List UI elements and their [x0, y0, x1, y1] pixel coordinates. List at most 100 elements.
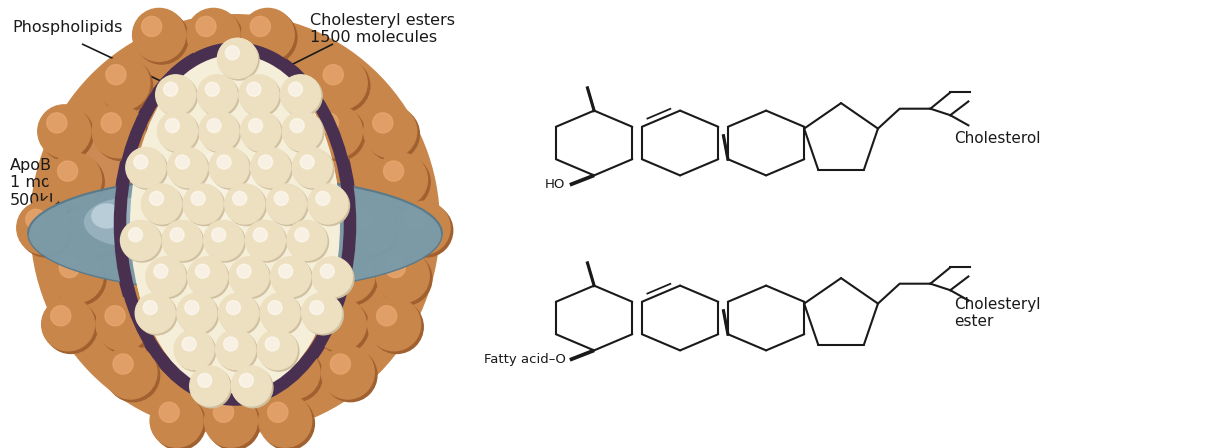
Ellipse shape [83, 90, 288, 258]
Circle shape [205, 394, 257, 447]
Circle shape [146, 257, 185, 297]
Circle shape [289, 82, 302, 96]
Circle shape [219, 40, 258, 80]
Circle shape [134, 155, 147, 169]
Circle shape [377, 250, 429, 302]
Circle shape [384, 161, 403, 181]
Circle shape [315, 56, 367, 110]
Circle shape [223, 337, 238, 351]
Circle shape [258, 331, 299, 371]
Circle shape [128, 228, 143, 242]
Circle shape [205, 82, 219, 96]
Circle shape [290, 119, 305, 133]
Circle shape [141, 184, 182, 224]
Circle shape [152, 397, 206, 448]
Circle shape [208, 147, 249, 188]
Text: Cholesterol: Cholesterol [954, 130, 1041, 146]
Circle shape [322, 250, 375, 302]
Circle shape [286, 220, 327, 260]
Circle shape [160, 402, 179, 422]
Circle shape [271, 257, 311, 297]
Circle shape [251, 147, 290, 188]
Circle shape [205, 222, 245, 262]
Circle shape [304, 295, 344, 335]
Circle shape [244, 11, 297, 64]
Circle shape [330, 258, 351, 278]
Ellipse shape [30, 14, 440, 434]
Circle shape [318, 113, 339, 133]
Circle shape [134, 155, 147, 169]
Circle shape [162, 220, 202, 260]
Circle shape [178, 295, 218, 335]
Circle shape [96, 56, 150, 110]
Circle shape [171, 228, 184, 242]
Circle shape [312, 257, 352, 297]
Circle shape [133, 9, 185, 61]
Ellipse shape [84, 198, 171, 246]
Circle shape [219, 295, 260, 335]
Circle shape [80, 209, 100, 229]
Circle shape [182, 337, 196, 351]
Circle shape [150, 394, 204, 447]
Circle shape [324, 349, 377, 402]
Circle shape [368, 298, 421, 351]
Circle shape [247, 82, 261, 96]
Circle shape [258, 394, 312, 447]
Circle shape [249, 119, 262, 133]
Circle shape [197, 373, 212, 388]
Circle shape [169, 149, 208, 189]
Circle shape [171, 228, 184, 242]
Circle shape [245, 220, 285, 260]
Circle shape [272, 258, 312, 298]
Circle shape [268, 301, 282, 314]
Circle shape [373, 113, 393, 133]
Circle shape [185, 301, 199, 314]
Circle shape [282, 77, 322, 116]
Circle shape [377, 306, 396, 326]
Circle shape [266, 184, 306, 224]
Circle shape [243, 113, 282, 153]
Circle shape [217, 39, 257, 78]
Circle shape [286, 220, 327, 260]
Circle shape [204, 220, 244, 260]
Circle shape [223, 337, 238, 351]
Circle shape [289, 82, 302, 96]
Text: Phospholipids: Phospholipids [12, 20, 122, 35]
Circle shape [289, 222, 328, 262]
Circle shape [96, 298, 149, 351]
Circle shape [208, 147, 249, 188]
Circle shape [343, 201, 396, 254]
Circle shape [227, 185, 266, 226]
Circle shape [406, 209, 427, 229]
Circle shape [178, 295, 218, 335]
Circle shape [106, 65, 126, 85]
Circle shape [157, 77, 197, 116]
Text: Fatty acid–O: Fatty acid–O [484, 353, 566, 366]
Circle shape [230, 258, 271, 298]
Circle shape [183, 184, 223, 224]
Circle shape [243, 113, 282, 153]
Circle shape [158, 113, 199, 153]
Circle shape [135, 293, 176, 333]
Circle shape [240, 111, 280, 151]
Circle shape [166, 119, 179, 133]
Circle shape [196, 17, 216, 36]
Circle shape [205, 222, 245, 262]
Circle shape [217, 331, 257, 371]
Circle shape [232, 366, 272, 406]
Circle shape [143, 185, 183, 226]
Circle shape [218, 293, 258, 333]
Circle shape [227, 185, 266, 226]
Circle shape [321, 264, 334, 278]
Circle shape [330, 354, 350, 374]
Circle shape [150, 191, 163, 205]
Circle shape [137, 295, 177, 335]
Circle shape [49, 153, 101, 206]
Circle shape [197, 75, 238, 115]
Circle shape [282, 77, 322, 116]
Circle shape [207, 397, 260, 448]
Ellipse shape [91, 203, 122, 228]
Circle shape [163, 222, 204, 262]
Ellipse shape [183, 151, 257, 237]
Circle shape [260, 293, 300, 333]
